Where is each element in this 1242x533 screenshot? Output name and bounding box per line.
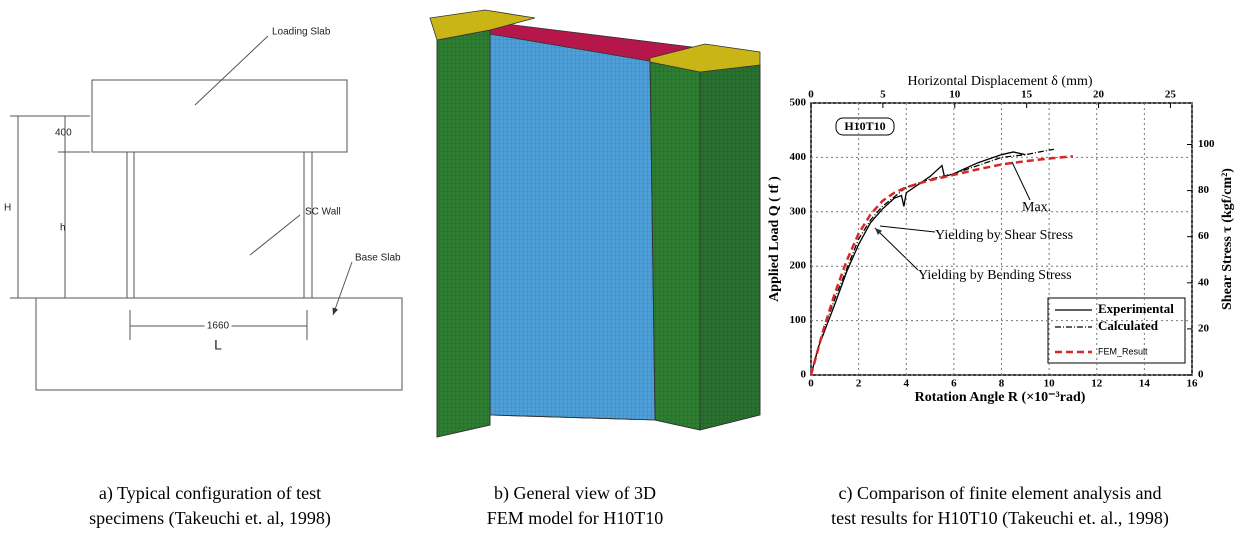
x2-tick-label: 0 [808,89,814,101]
panel-b [430,10,760,437]
y2-tick-label: 40 [1198,276,1210,288]
y2-axis-label: Shear Stress τ (kgf/cm²) [1220,168,1235,310]
annotation-arrows [875,162,1030,270]
caption: a) Typical configuration of test [99,483,321,504]
captions: a) Typical configuration of test specime… [89,483,1169,529]
panel-a-labels: Loading Slab SC Wall Base Slab 400 H h 1… [4,27,401,353]
figure: Loading Slab SC Wall Base Slab 400 H h 1… [0,0,1242,533]
x2-tick-label: 5 [880,89,886,101]
box-label: H10T10 [844,119,885,133]
x-tick-label: 4 [904,378,910,390]
page: Loading Slab SC Wall Base Slab 400 H h 1… [0,0,1242,533]
x2-tick-label: 25 [1165,89,1177,101]
caption: b) General view of 3D [494,483,656,504]
dimension-lines [10,116,307,340]
x-tick-label: 16 [1187,378,1199,390]
mesh [650,55,760,430]
y-tick-label: 100 [790,314,807,326]
y-axis-label: Applied Load Q ( tf ) [767,176,782,302]
x-axis-label: Rotation Angle R (×10⁻³rad) [915,390,1086,405]
y-tick-label: 200 [790,260,807,272]
caption: c) Comparison of finite element analysis… [839,483,1162,504]
mesh [490,30,655,420]
y-tick-label: 400 [790,151,807,163]
x-tick-label: 14 [1139,378,1151,390]
caption: specimens (Takeuchi et. al, 1998) [89,508,331,529]
walls [127,152,312,298]
x-tick-label: 12 [1091,378,1103,390]
label: Base Slab [355,253,401,264]
series-line [811,152,1025,375]
y2-tick-label: 100 [1198,138,1215,150]
annotation: Max. [1022,200,1051,215]
x2-tick-label: 15 [1021,89,1033,101]
series-line [811,156,1073,375]
y2-tick-label: 80 [1198,184,1210,196]
leaders [195,36,352,315]
y2-tick-label: 0 [1198,369,1204,381]
label: 1660 [207,321,230,332]
annotation: Yielding by Shear Stress [935,228,1073,243]
y2-tick-label: 20 [1198,322,1210,334]
label: 400 [55,128,72,139]
legend-label: Experimental [1098,301,1174,316]
label: L [214,337,222,353]
label: H [4,203,11,214]
y-tick-label: 300 [790,205,807,217]
label: Loading Slab [272,27,331,38]
annotation: Yielding by Bending Stress [918,268,1072,283]
label: SC Wall [305,207,341,218]
panel-a [10,36,402,390]
loading-slab [92,80,347,152]
x-tick-label: 2 [856,378,862,390]
label: h [60,223,66,234]
x-tick-label: 6 [951,378,957,390]
legend-label: FEM_Result [1098,346,1148,356]
y2-tick-label: 60 [1198,230,1210,242]
legend-label: Calculated [1098,318,1159,333]
caption: test results for H10T10 (Takeuchi et. al… [831,508,1169,529]
x2-axis-label: Horizontal Displacement δ (mm) [907,74,1092,89]
y-tick-label: 0 [801,369,807,381]
caption: FEM model for H10T10 [487,508,663,528]
x2-tick-label: 10 [949,89,961,101]
series-line [811,149,1054,375]
x-tick-label: 10 [1044,378,1056,390]
x-tick-label: 8 [999,378,1005,390]
y-tick-label: 500 [790,97,807,109]
x2-tick-label: 20 [1093,89,1105,101]
x-tick-label: 0 [808,378,814,390]
mesh [437,30,490,437]
